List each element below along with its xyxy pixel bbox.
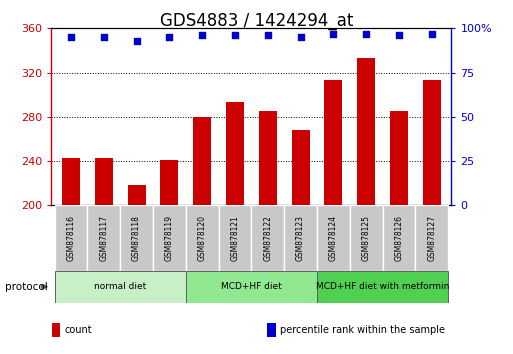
Point bbox=[231, 33, 239, 38]
Bar bbox=[186, 205, 219, 271]
Bar bbox=[52, 323, 60, 337]
Bar bbox=[259, 111, 277, 205]
Text: GSM878120: GSM878120 bbox=[198, 215, 207, 261]
Bar bbox=[317, 271, 448, 303]
Bar bbox=[284, 205, 317, 271]
Point bbox=[165, 34, 173, 40]
Point bbox=[329, 31, 338, 36]
Point bbox=[100, 34, 108, 40]
Bar bbox=[54, 205, 87, 271]
Bar bbox=[186, 271, 317, 303]
Text: GSM878126: GSM878126 bbox=[394, 215, 403, 261]
Text: GSM878125: GSM878125 bbox=[362, 215, 371, 261]
Text: GSM878118: GSM878118 bbox=[132, 215, 141, 261]
Bar bbox=[62, 158, 80, 205]
Bar bbox=[390, 111, 408, 205]
Point bbox=[428, 31, 436, 36]
Point bbox=[198, 33, 206, 38]
Bar bbox=[153, 205, 186, 271]
Bar bbox=[291, 130, 309, 205]
Bar bbox=[416, 205, 448, 271]
Point bbox=[67, 34, 75, 40]
Bar bbox=[95, 158, 113, 205]
Text: GSM878124: GSM878124 bbox=[329, 215, 338, 261]
Text: percentile rank within the sample: percentile rank within the sample bbox=[280, 325, 445, 335]
Bar bbox=[161, 160, 179, 205]
Bar bbox=[54, 271, 186, 303]
Point bbox=[132, 38, 141, 44]
Text: GDS4883 / 1424294_at: GDS4883 / 1424294_at bbox=[160, 12, 353, 30]
Text: MCD+HF diet with metformin: MCD+HF diet with metformin bbox=[316, 282, 449, 291]
Point bbox=[297, 34, 305, 40]
Point bbox=[264, 33, 272, 38]
Bar bbox=[350, 205, 383, 271]
Bar bbox=[219, 205, 251, 271]
Bar bbox=[128, 185, 146, 205]
Bar bbox=[87, 205, 120, 271]
Text: GSM878123: GSM878123 bbox=[296, 215, 305, 261]
Text: GSM878127: GSM878127 bbox=[427, 215, 436, 261]
Bar bbox=[193, 117, 211, 205]
Bar bbox=[357, 58, 375, 205]
Text: GSM878117: GSM878117 bbox=[100, 215, 108, 261]
Text: protocol: protocol bbox=[5, 282, 48, 292]
Bar bbox=[324, 80, 342, 205]
Bar bbox=[317, 205, 350, 271]
Text: GSM878116: GSM878116 bbox=[67, 215, 75, 261]
Point bbox=[362, 31, 370, 36]
Text: normal diet: normal diet bbox=[94, 282, 146, 291]
Point bbox=[395, 33, 403, 38]
Text: MCD+HF diet: MCD+HF diet bbox=[221, 282, 282, 291]
Bar bbox=[120, 205, 153, 271]
Text: GSM878119: GSM878119 bbox=[165, 215, 174, 261]
Bar bbox=[423, 80, 441, 205]
Bar bbox=[383, 205, 416, 271]
Bar bbox=[267, 323, 275, 337]
Text: count: count bbox=[64, 325, 92, 335]
Text: GSM878122: GSM878122 bbox=[263, 215, 272, 261]
Bar bbox=[251, 205, 284, 271]
Text: GSM878121: GSM878121 bbox=[230, 215, 240, 261]
Bar bbox=[226, 102, 244, 205]
